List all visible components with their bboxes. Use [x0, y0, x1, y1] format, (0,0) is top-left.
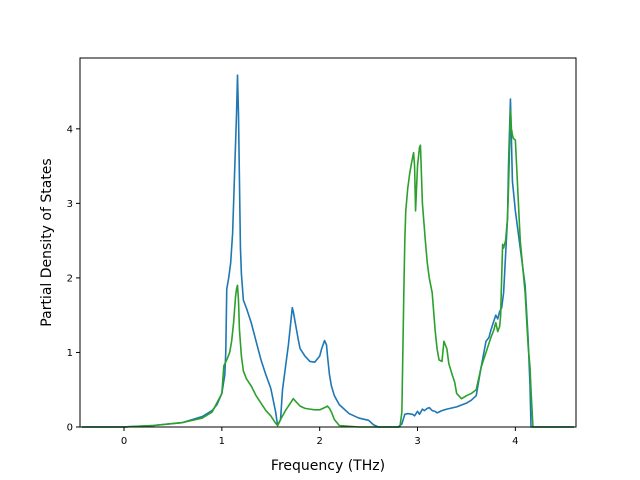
x-axis-label: Frequency (THz): [271, 458, 385, 474]
x-tick-label: 1: [219, 436, 225, 447]
y-tick-label: 1: [67, 348, 73, 359]
x-tick-label: 2: [316, 436, 322, 447]
x-tick-label: 3: [414, 436, 420, 447]
y-tick-label: 2: [67, 273, 73, 284]
y-tick-label: 0: [67, 423, 73, 434]
plot-frame: [79, 57, 577, 428]
x-tick-label: 0: [121, 436, 127, 447]
y-tick-label: 3: [67, 199, 73, 210]
series-line-2: [81, 109, 575, 428]
y-tick-label: 4: [67, 124, 73, 135]
series-line-1: [81, 74, 575, 428]
ticks-layer: 0 1 2 3 4 0 1 2 3 4: [67, 124, 519, 447]
y-axis-label: Partial Density of States: [39, 158, 55, 326]
series-layer: [81, 74, 575, 428]
x-tick-label: 4: [512, 436, 518, 447]
